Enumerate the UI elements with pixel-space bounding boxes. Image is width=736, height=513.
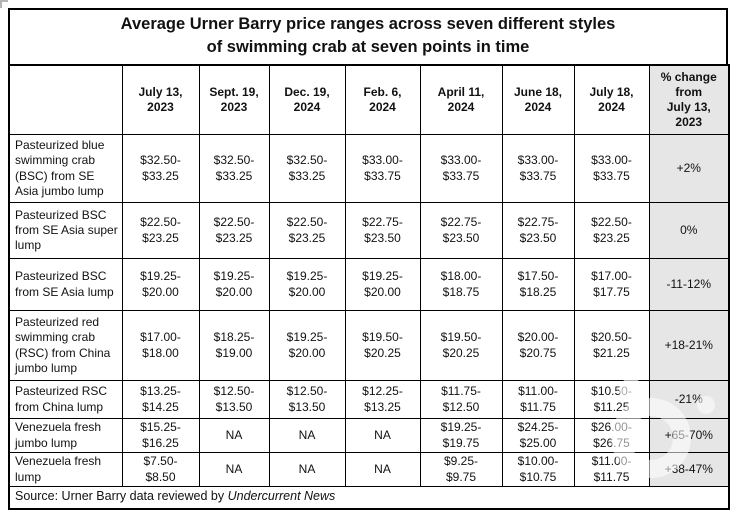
price-range-cell: $22.75- $23.50 — [344, 202, 421, 260]
col-header-june-18-2024: June 18, 2024 — [501, 64, 575, 136]
price-range-cell: $9.25- $9.75 — [419, 452, 503, 488]
price-range-cell: $33.00- $33.75 — [344, 134, 421, 204]
price-range-cell: $32.50- $33.25 — [121, 134, 200, 204]
col-header-july-13-2023: July 13, 2023 — [121, 64, 200, 136]
price-range-cell: $19.25- $20.00 — [121, 258, 200, 312]
pct-change-cell: -21% — [648, 380, 730, 420]
price-range-cell: $22.50- $23.25 — [268, 202, 346, 260]
price-range-cell: $19.50- $20.25 — [419, 310, 503, 382]
price-range-cell: $19.25- $20.00 — [268, 258, 346, 312]
price-range-cell: NA — [268, 452, 346, 488]
row-label: Venezuela fresh lump — [8, 452, 123, 488]
price-range-cell: $7.50- $8.50 — [121, 452, 200, 488]
price-range-cell: $20.00- $20.75 — [501, 310, 575, 382]
price-range-cell: $10.50- $11.25 — [573, 380, 650, 420]
pct-change-cell: -11-12% — [648, 258, 730, 312]
price-range-cell: $20.50- $21.25 — [573, 310, 650, 382]
price-range-cell: $19.50- $20.25 — [344, 310, 421, 382]
price-range-cell: $10.00- $10.75 — [501, 452, 575, 488]
price-range-cell: $22.50- $23.25 — [573, 202, 650, 260]
title-line-1: Average Urner Barry price ranges across … — [120, 15, 616, 33]
price-range-cell: $19.25- $19.75 — [419, 418, 503, 454]
price-range-cell: $19.25- $20.00 — [344, 258, 421, 312]
pct-change-cell: +2% — [648, 134, 730, 204]
price-range-cell: $17.00- $18.00 — [121, 310, 200, 382]
source-note: Source: Urner Barry data reviewed by Und… — [8, 486, 730, 510]
price-range-cell: $11.75- $12.50 — [419, 380, 503, 420]
col-header-feb-6-2024: Feb. 6, 2024 — [344, 64, 421, 136]
figure: Average Urner Barry price ranges across … — [8, 8, 730, 510]
price-range-cell: $22.75- $23.50 — [501, 202, 575, 260]
pct-change-cell: +18-21% — [648, 310, 730, 382]
price-range-cell: NA — [344, 418, 421, 454]
col-header-dec-19-2024: Dec. 19, 2024 — [268, 64, 346, 136]
price-range-cell: $12.50- $13.50 — [268, 380, 346, 420]
title-line-2: of swimming crab at seven points in time — [206, 37, 530, 56]
price-range-cell: $11.00- $11.75 — [501, 380, 575, 420]
pct-change-cell: +65-70% — [648, 418, 730, 454]
price-range-cell: $22.50- $23.25 — [198, 202, 270, 260]
price-range-cell: $12.50- $13.50 — [198, 380, 270, 420]
source-prefix: Source: Urner Barry data reviewed by — [15, 489, 228, 504]
table-row: Pasteurized BSC from SE Asia lump $19.25-… — [8, 258, 730, 312]
table-row: Pasteurized RSC from China lump $13.25- $… — [8, 380, 730, 420]
price-range-cell: $24.25- $25.00 — [501, 418, 575, 454]
price-range-cell: $33.00- $33.75 — [419, 134, 503, 204]
price-range-cell: $17.50- $18.25 — [501, 258, 575, 312]
row-label: Pasteurized RSC from China lump — [8, 380, 123, 420]
price-range-cell: NA — [198, 418, 270, 454]
row-label: Pasteurized BSC from SE Asia super lump — [8, 202, 123, 260]
table-title: Average Urner Barry price ranges across … — [8, 8, 728, 64]
col-header-sept-19-2023: Sept. 19, 2023 — [198, 64, 270, 136]
price-range-cell: $17.00- $17.75 — [573, 258, 650, 312]
corner-artifact — [0, 0, 8, 8]
price-range-cell: $11.00- $11.75 — [573, 452, 650, 488]
price-range-cell: $32.50- $33.25 — [198, 134, 270, 204]
price-range-cell: NA — [344, 452, 421, 488]
price-range-cell: $32.50- $33.25 — [268, 134, 346, 204]
header-row: July 13, 2023 Sept. 19, 2023 Dec. 19, 20… — [8, 64, 730, 136]
table-row: Venezuela fresh lump $7.50- $8.50 NA NA NA $9… — [8, 452, 730, 488]
price-range-cell: $33.00- $33.75 — [573, 134, 650, 204]
price-range-cell: $18.25- $19.00 — [198, 310, 270, 382]
price-range-cell: NA — [268, 418, 346, 454]
row-label: Venezuela fresh jumbo lump — [8, 418, 123, 454]
price-range-cell: $33.00- $33.75 — [501, 134, 575, 204]
price-range-cell: $22.50- $23.25 — [121, 202, 200, 260]
row-label: Pasteurized blue swimming crab (BSC) fro… — [8, 134, 123, 204]
table-row: Venezuela fresh jumbo lump $15.25- $16.25… — [8, 418, 730, 454]
pct-change-cell: 0% — [648, 202, 730, 260]
price-table: July 13, 2023 Sept. 19, 2023 Dec. 19, 20… — [8, 63, 730, 510]
row-label: Pasteurized red swimming crab (RSC) from… — [8, 310, 123, 382]
col-header-pct-change: % change from July 13, 2023 — [648, 64, 730, 136]
price-range-cell: $13.25- $14.25 — [121, 380, 200, 420]
row-label: Pasteurized BSC from SE Asia lump — [8, 258, 123, 312]
price-range-cell: $19.25- $20.00 — [198, 258, 270, 312]
price-range-cell: $19.25- $20.00 — [268, 310, 346, 382]
price-range-cell: $15.25- $16.25 — [121, 418, 200, 454]
col-header-july-18-2024: July 18, 2024 — [573, 64, 650, 136]
table-row: Pasteurized BSC from SE Asia super lump $… — [8, 202, 730, 260]
price-range-cell: $18.00- $18.75 — [419, 258, 503, 312]
source-row: Source: Urner Barry data reviewed by Und… — [8, 486, 730, 510]
pct-change-cell: +38-47% — [648, 452, 730, 488]
corner-cell — [8, 64, 123, 136]
table-row: Pasteurized blue swimming crab (BSC) fro… — [8, 134, 730, 204]
col-header-april-11-2024: April 11, 2024 — [419, 64, 503, 136]
price-range-cell: $22.75- $23.50 — [419, 202, 503, 260]
source-publication: Undercurrent News — [227, 489, 336, 504]
price-range-cell: NA — [198, 452, 270, 488]
table-row: Pasteurized red swimming crab (RSC) from… — [8, 310, 730, 382]
price-range-cell: $12.25- $13.25 — [344, 380, 421, 420]
price-range-cell: $26.00- $26.75 — [573, 418, 650, 454]
